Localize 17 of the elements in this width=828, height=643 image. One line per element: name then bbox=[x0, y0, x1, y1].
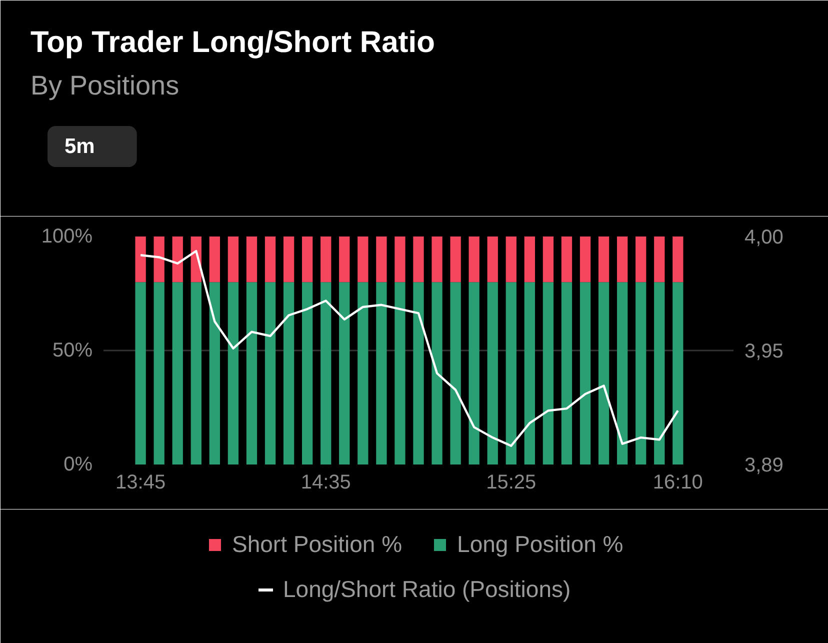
legend-label: Long Position % bbox=[457, 531, 624, 558]
legend-label: Long/Short Ratio (Positions) bbox=[283, 576, 571, 603]
legend-label: Short Position % bbox=[232, 531, 402, 558]
y2-tick-label: 4,00 bbox=[744, 226, 784, 248]
y-tick-label: 100% bbox=[41, 226, 93, 248]
chart-title: Top Trader Long/Short Ratio bbox=[30, 26, 435, 59]
x-tick-label: 13:45 bbox=[116, 472, 166, 494]
y-tick-label: 50% bbox=[52, 340, 93, 362]
line-series bbox=[139, 250, 680, 447]
y2-tick-label: 3,95 bbox=[744, 340, 784, 362]
y2-tick-label: 3,89 bbox=[744, 454, 784, 476]
y-tick-label: 0% bbox=[64, 454, 93, 476]
chart-subtitle: By Positions bbox=[30, 70, 180, 100]
text: 5m bbox=[64, 135, 95, 158]
x-tick-label: 16:10 bbox=[652, 472, 703, 494]
x-tick-label: 14:35 bbox=[300, 472, 351, 494]
x-tick-label: 15:25 bbox=[486, 472, 536, 494]
